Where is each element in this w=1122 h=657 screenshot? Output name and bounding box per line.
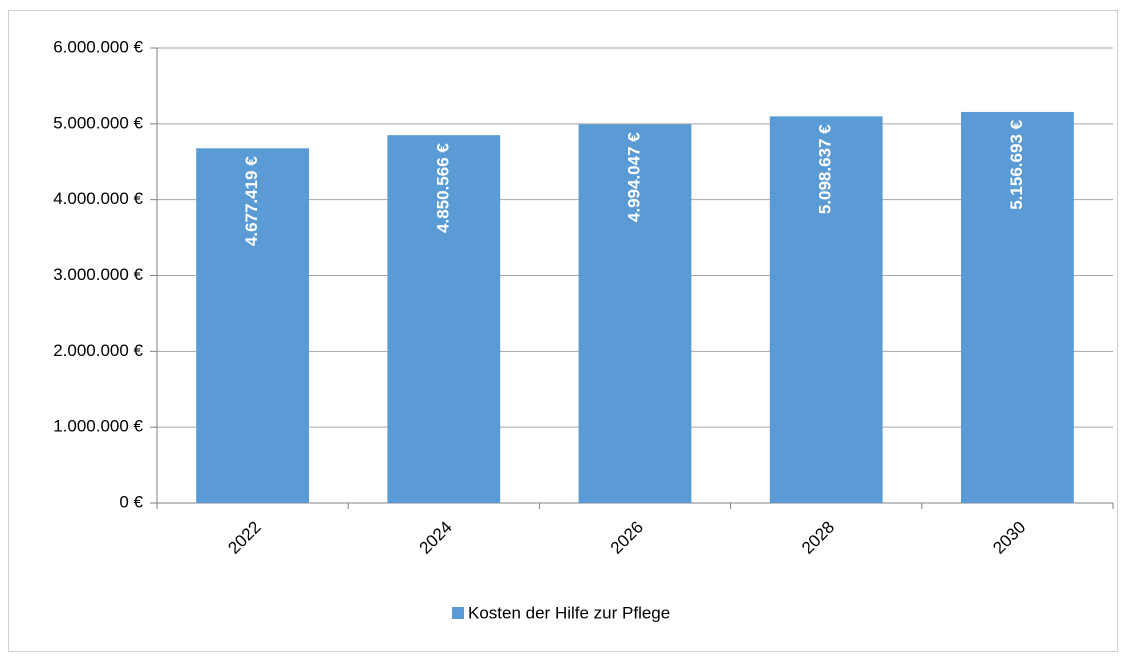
y-tick-label: 1.000.000 € bbox=[53, 417, 143, 436]
y-tick-label: 0 € bbox=[119, 492, 143, 511]
y-tick-label: 4.000.000 € bbox=[53, 189, 143, 208]
bar-label: 4.994.047 € bbox=[624, 132, 643, 222]
legend-swatch bbox=[452, 607, 464, 619]
bar-label: 5.098.637 € bbox=[816, 124, 835, 214]
bar bbox=[387, 135, 501, 503]
chart-frame bbox=[8, 10, 1118, 652]
bar bbox=[196, 148, 310, 504]
y-tick-label: 6.000.000 € bbox=[53, 37, 143, 56]
bar-label: 4.677.419 € bbox=[242, 156, 261, 246]
bar bbox=[960, 111, 1074, 504]
legend-label: Kosten der Hilfe zur Pflege bbox=[468, 603, 670, 622]
bar-label: 4.850.566 € bbox=[433, 143, 452, 233]
bar-label: 5.156.693 € bbox=[1007, 119, 1026, 209]
bar bbox=[769, 116, 883, 503]
bar bbox=[578, 124, 692, 504]
y-tick-label: 5.000.000 € bbox=[53, 113, 143, 132]
y-tick-label: 3.000.000 € bbox=[53, 265, 143, 284]
y-tick-label: 2.000.000 € bbox=[53, 341, 143, 360]
